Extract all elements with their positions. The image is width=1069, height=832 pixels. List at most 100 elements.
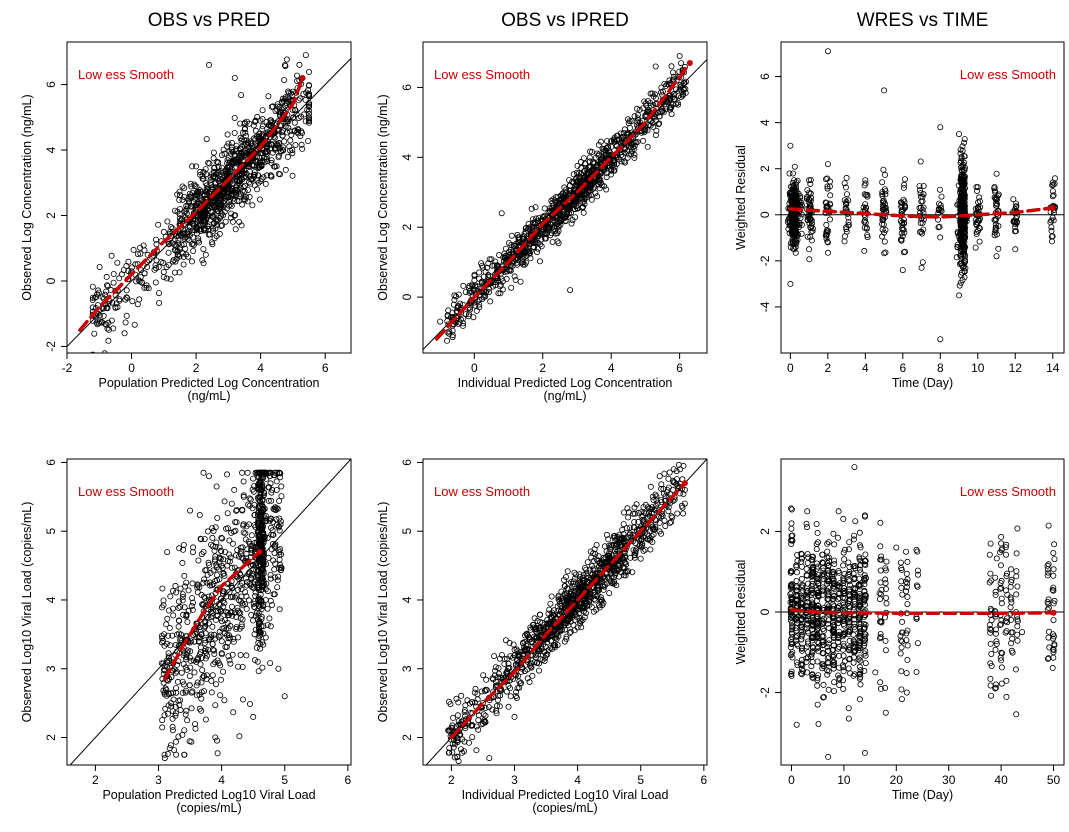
data-point xyxy=(1050,217,1057,224)
data-point xyxy=(171,236,178,243)
data-point xyxy=(993,196,1000,203)
x-tick-label: 6 xyxy=(676,361,683,375)
x-axis-label: Time (Day) xyxy=(892,376,953,390)
data-point xyxy=(274,103,281,110)
data-point xyxy=(188,258,195,265)
data-point xyxy=(272,144,279,151)
data-point xyxy=(879,221,886,228)
data-point xyxy=(250,562,257,569)
data-point xyxy=(217,676,224,683)
data-point xyxy=(238,222,245,229)
data-point xyxy=(793,228,800,235)
data-point xyxy=(181,241,188,248)
data-point xyxy=(269,531,276,538)
data-point xyxy=(276,109,283,116)
data-point xyxy=(880,206,887,213)
data-point xyxy=(250,135,257,142)
data-point xyxy=(569,178,576,185)
data-point xyxy=(275,170,282,177)
data-point xyxy=(668,63,675,70)
data-point xyxy=(221,549,228,556)
data-point xyxy=(226,657,233,664)
data-point xyxy=(216,230,223,237)
data-point xyxy=(105,326,112,333)
data-point xyxy=(793,216,800,223)
data-point xyxy=(437,318,444,325)
data-point xyxy=(141,270,148,277)
data-point xyxy=(205,159,212,166)
data-point xyxy=(450,301,457,308)
data-point xyxy=(202,716,209,723)
data-point xyxy=(116,297,123,304)
data-point xyxy=(899,219,906,226)
data-point xyxy=(229,218,236,225)
data-point xyxy=(247,140,254,147)
data-point xyxy=(259,116,266,123)
data-point xyxy=(535,232,542,239)
data-point xyxy=(168,703,175,710)
data-point xyxy=(232,552,239,559)
data-point xyxy=(237,652,244,659)
data-point xyxy=(151,266,158,273)
data-point xyxy=(276,556,283,563)
data-point xyxy=(224,160,231,167)
data-point xyxy=(529,216,536,223)
data-point xyxy=(180,542,187,549)
lowess-smooth-line xyxy=(434,61,692,341)
data-point xyxy=(254,177,261,184)
data-point xyxy=(183,666,190,673)
data-point xyxy=(292,141,299,148)
data-point xyxy=(827,178,834,185)
data-point xyxy=(900,249,907,256)
data-point xyxy=(175,630,182,637)
data-point xyxy=(242,589,249,596)
data-point xyxy=(282,166,289,173)
data-point xyxy=(807,233,814,240)
data-point xyxy=(238,92,245,99)
data-point xyxy=(216,177,223,184)
data-point xyxy=(242,147,249,154)
data-point xyxy=(209,525,216,532)
data-point xyxy=(161,691,168,698)
y-tick-label: 2 xyxy=(758,165,772,172)
data-point xyxy=(494,674,501,681)
data-point xyxy=(189,595,196,602)
data-point xyxy=(589,167,596,174)
data-point xyxy=(1049,182,1056,189)
data-point xyxy=(195,557,202,564)
data-point xyxy=(881,250,888,257)
data-point xyxy=(917,158,924,165)
data-point xyxy=(564,206,571,213)
data-point xyxy=(902,176,909,183)
data-point xyxy=(605,147,612,154)
data-point xyxy=(274,469,281,476)
data-point xyxy=(667,519,674,526)
data-point xyxy=(1011,219,1018,226)
data-point xyxy=(120,267,127,274)
data-point xyxy=(214,750,221,757)
data-point xyxy=(827,192,834,199)
data-point xyxy=(176,545,183,552)
data-point xyxy=(284,153,291,160)
data-point xyxy=(247,562,254,569)
data-point xyxy=(651,114,658,121)
data-point xyxy=(613,154,620,161)
data-point xyxy=(259,497,266,504)
data-point xyxy=(961,274,968,281)
data-point xyxy=(681,80,688,87)
x-tick-label: 0 xyxy=(471,361,478,375)
data-point xyxy=(253,153,260,160)
y-tick-label: 0 xyxy=(44,277,58,284)
data-point xyxy=(268,524,275,531)
data-point xyxy=(239,506,246,513)
data-point xyxy=(184,636,191,643)
data-point xyxy=(276,606,283,613)
data-point xyxy=(282,102,289,109)
data-point xyxy=(563,193,570,200)
data-point xyxy=(541,205,548,212)
data-point xyxy=(141,284,148,291)
data-point xyxy=(160,597,167,604)
data-point xyxy=(460,748,467,755)
